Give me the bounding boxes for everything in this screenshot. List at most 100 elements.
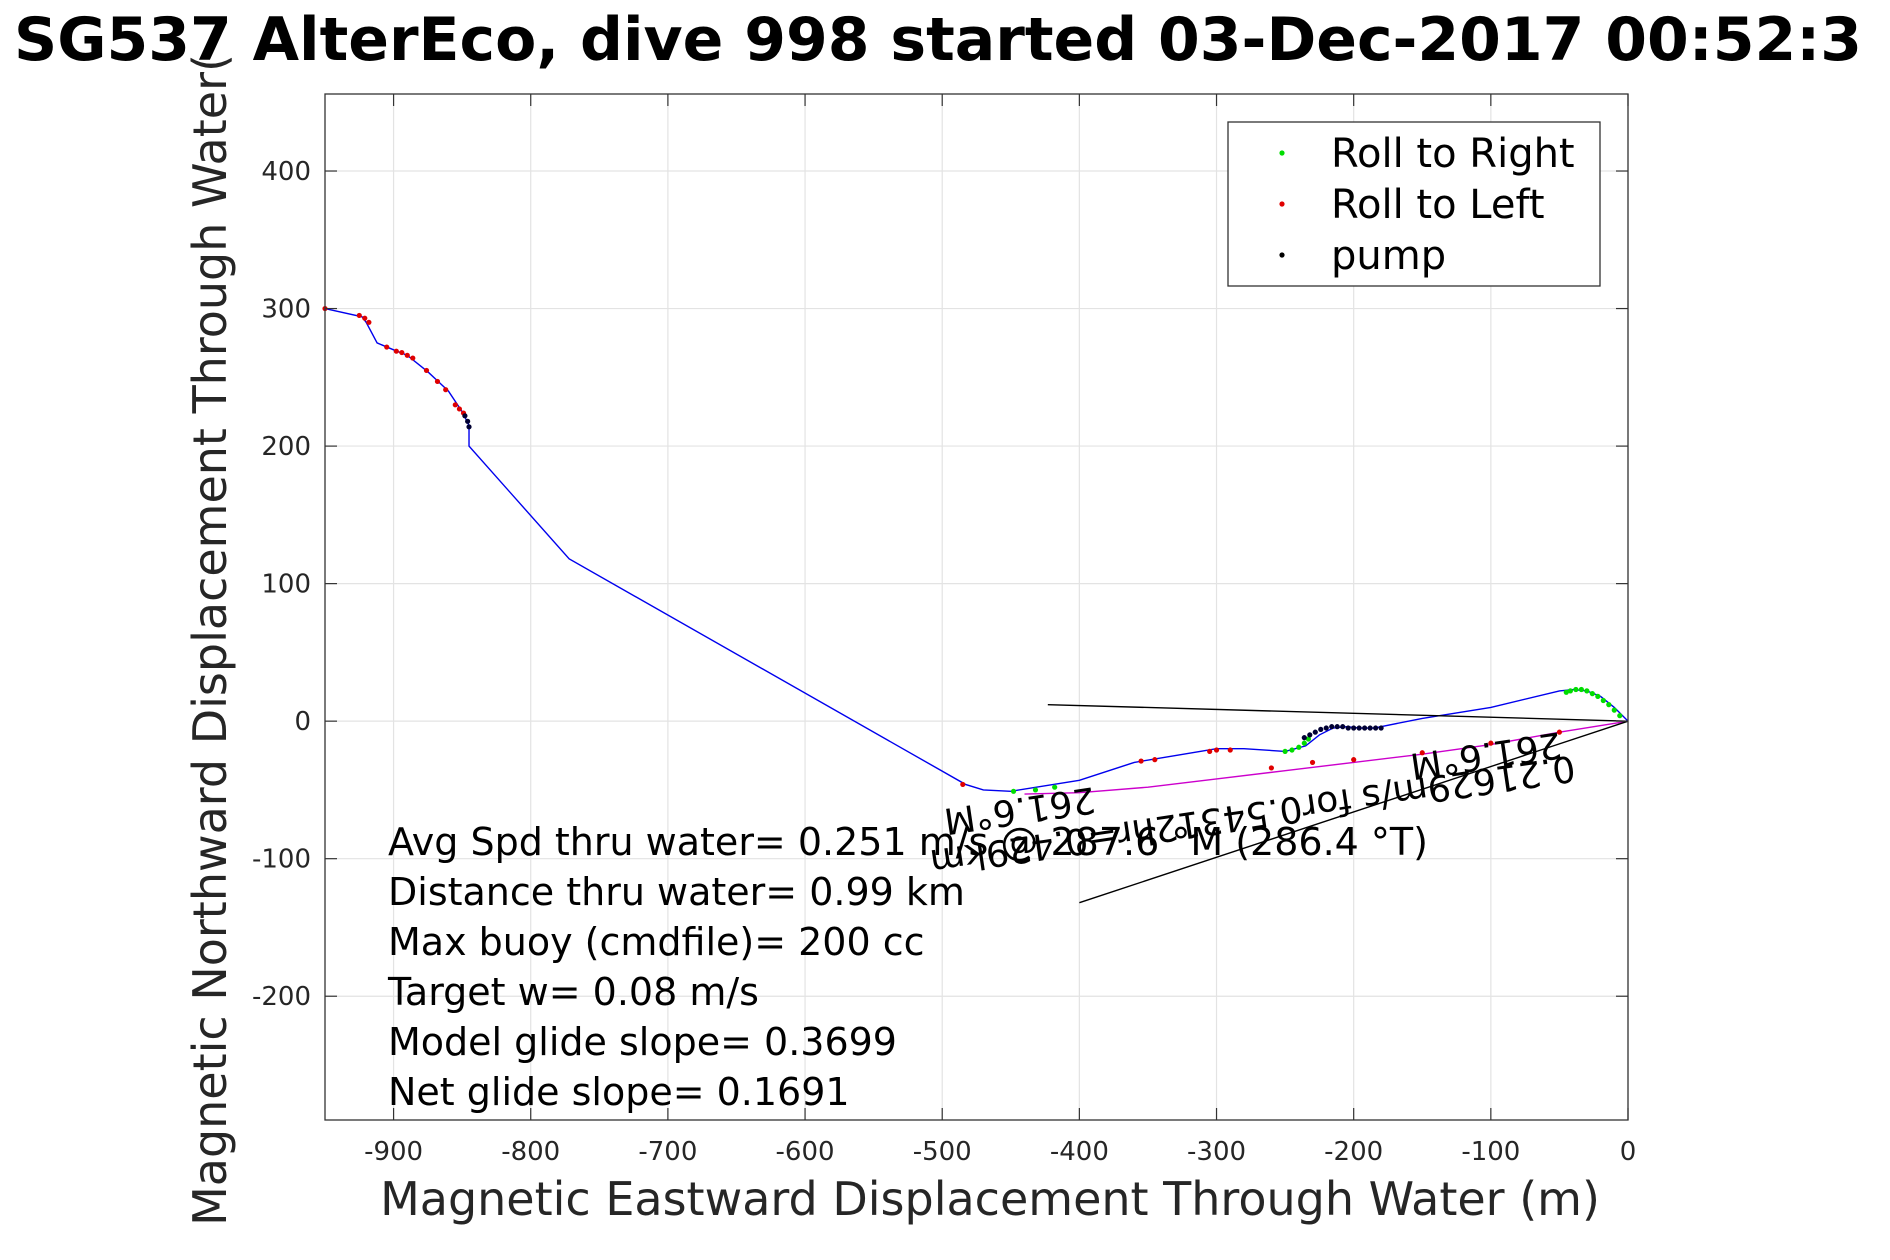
roll-left-point: [1227, 747, 1233, 753]
legend: Roll to Right Roll to Left pump: [1227, 121, 1601, 287]
pump-point: [1301, 735, 1307, 741]
roll-left-point: [434, 378, 441, 385]
roll-right-point: [1563, 689, 1569, 695]
roll-left-point: [1309, 759, 1316, 766]
roll-right-point: [1578, 686, 1584, 693]
pump-point: [465, 418, 471, 424]
roll-left-point: [960, 781, 966, 788]
pump-point: [1345, 725, 1351, 731]
x-tick-label: -500: [913, 1137, 972, 1167]
roll-left-point: [410, 355, 416, 361]
pump-point: [1329, 724, 1335, 730]
y-tick-label: 300: [261, 295, 311, 325]
legend-label: pump: [1331, 233, 1446, 279]
roll-right-point: [1600, 697, 1606, 704]
y-axis-label: Magnetic Northward Displacement Through …: [183, 54, 237, 1226]
roll-right-point: [1289, 747, 1295, 753]
roll-right-point: [1010, 788, 1017, 794]
pump-point: [1340, 724, 1346, 730]
roll-left-point: [423, 367, 430, 374]
roll-left-point: [1213, 747, 1220, 753]
dive-track-secondary-line: [1024, 720, 1629, 795]
pump-point: [466, 424, 472, 430]
roll-right-point: [1032, 787, 1039, 793]
roll-right-point: [1606, 702, 1612, 708]
roll-left-point: [384, 344, 390, 350]
y-axis-ticks: -200 -100 0 100 200 300 400: [252, 157, 1628, 1012]
pump-point: [1334, 724, 1340, 730]
roll-left-point: [362, 315, 368, 321]
roll-left-point: [1351, 757, 1357, 763]
roll-left-point: [443, 387, 449, 393]
x-axis-ticks: -900 -800 -700 -600 -500 -400 -300 -200 -100 0: [364, 94, 1636, 1167]
legend-marker: [1279, 150, 1285, 156]
legend-box: [1227, 121, 1601, 287]
pump-point: [1373, 725, 1379, 731]
pump-point: [1362, 725, 1368, 731]
roll-left-point: [1268, 765, 1274, 771]
current-vector-line: [1047, 703, 1629, 722]
stats-line: Model glide slope= 0.3699: [388, 1020, 897, 1064]
roll-left-point: [1419, 750, 1425, 756]
x-tick-label: -600: [776, 1137, 835, 1167]
legend-marker: [1279, 252, 1285, 258]
roll-right-point: [1584, 688, 1590, 694]
x-tick-label: 0: [1620, 1137, 1637, 1167]
pump-point: [1307, 732, 1313, 738]
plot-frame: [324, 93, 1629, 1121]
roll-right-point: [1296, 744, 1302, 750]
x-tick-label: -700: [638, 1137, 697, 1167]
stats-line: Avg Spd thru water= 0.251 m/s @ 287.6 °M…: [388, 820, 1428, 864]
x-tick-label: -900: [364, 1137, 423, 1167]
legend-label: Roll to Left: [1331, 182, 1545, 228]
roll-left-point: [393, 348, 399, 354]
stats-line: Net glide slope= 0.1691: [388, 1070, 850, 1114]
y-tick-label: -100: [252, 845, 311, 875]
roll-left-point: [1138, 758, 1144, 764]
x-tick-label: -100: [1461, 1137, 1520, 1167]
y-tick-label: -200: [252, 982, 311, 1012]
roll-left-point: [399, 349, 405, 356]
pump-point: [1356, 725, 1362, 731]
roll-right-point: [1301, 740, 1307, 746]
y-tick-label: 400: [261, 157, 311, 187]
roll-right-point: [1567, 688, 1573, 694]
roll-right-point: [1589, 691, 1595, 697]
roll-left-point: [1152, 757, 1158, 763]
stats-line: Max buoy (cmdfile)= 200 cc: [388, 920, 925, 964]
stats-annotation: Avg Spd thru water= 0.251 m/s @ 287.6 °M…: [387, 820, 1428, 1114]
y-tick-label: 0: [294, 707, 311, 737]
x-tick-label: -200: [1324, 1137, 1383, 1167]
roll-left-point: [366, 319, 372, 325]
roll-left-point: [452, 402, 458, 408]
roll-right-point: [1282, 748, 1288, 755]
roll-left-point: [1488, 740, 1494, 746]
roll-right-point: [1573, 686, 1579, 693]
roll-right-point: [1611, 707, 1617, 713]
y-tick-label: 100: [261, 570, 311, 600]
pump-point: [1367, 725, 1373, 731]
x-axis-label: Magnetic Eastward Displacement Through W…: [380, 1172, 1600, 1226]
pump-point: [1378, 725, 1384, 731]
stats-line: Distance thru water= 0.99 km: [388, 870, 965, 914]
pump-point: [1318, 726, 1324, 733]
roll-left-point: [356, 312, 362, 319]
pump-point: [1351, 725, 1357, 731]
legend-marker: [1279, 201, 1285, 207]
current-vector-line: [1079, 720, 1629, 904]
roll-right-point: [1052, 784, 1058, 790]
pump-point: [462, 413, 468, 419]
chart-title: SG537 AlterEco, dive 998 started 03-Dec-…: [14, 5, 1862, 75]
y-tick-label: 200: [261, 432, 311, 462]
roll-left-point: [456, 406, 463, 412]
roll-left-point: [1207, 748, 1213, 755]
stats-line: Target w= 0.08 m/s: [387, 970, 759, 1014]
x-tick-label: -400: [1050, 1137, 1109, 1167]
x-tick-label: -800: [501, 1137, 560, 1167]
pump-point: [1323, 725, 1329, 731]
pump-point: [1312, 729, 1318, 735]
current-lines: [1047, 703, 1629, 904]
roll-right-point: [1595, 693, 1601, 699]
roll-right-point: [1305, 736, 1312, 742]
